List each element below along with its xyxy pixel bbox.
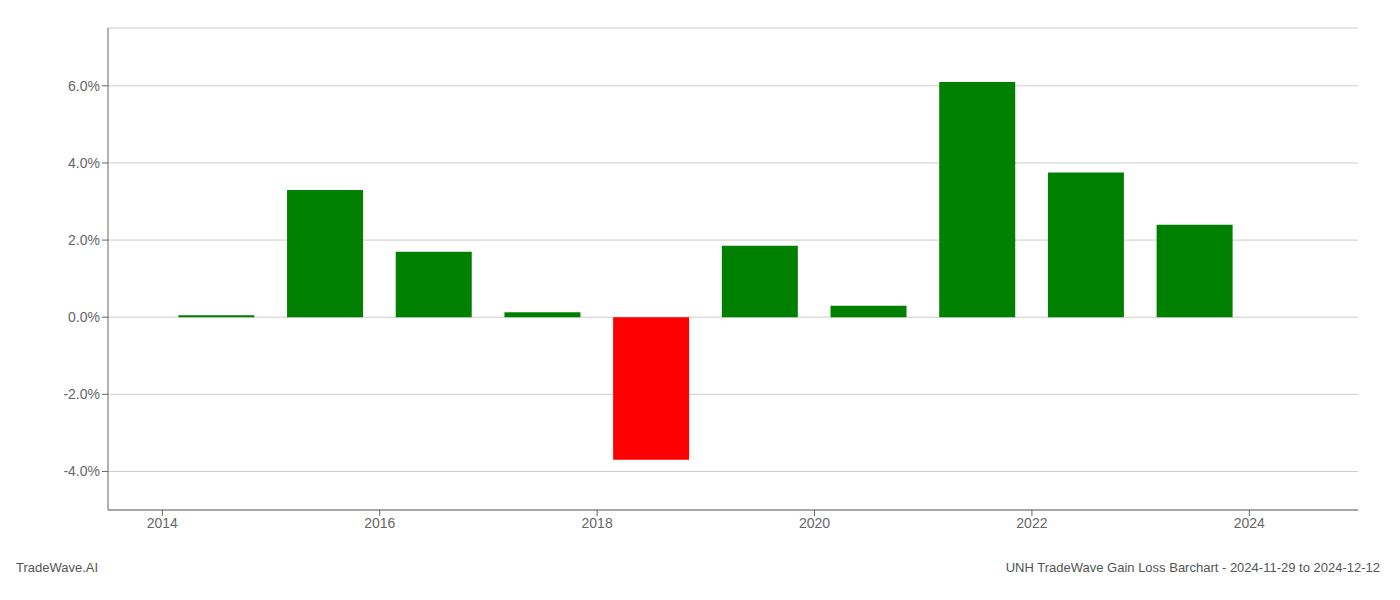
svg-text:-4.0%: -4.0% (63, 463, 100, 479)
svg-text:-2.0%: -2.0% (63, 386, 100, 402)
svg-text:4.0%: 4.0% (68, 155, 100, 171)
svg-text:2022: 2022 (1016, 515, 1047, 531)
html-text:TradeWave.AI: TradeWave.AI (16, 560, 99, 575)
svg-text:0.0%: 0.0% (68, 309, 100, 325)
svg-text:2016: 2016 (364, 515, 395, 531)
svg-text:2018: 2018 (582, 515, 613, 531)
svg-text:2020: 2020 (799, 515, 830, 531)
html-text:UNH TradeWave Gain Loss Barcha: UNH TradeWave Gain Loss Barchart - 2024-… (1005, 560, 1380, 575)
svg-text:2024: 2024 (1234, 515, 1265, 531)
svg-text:2014: 2014 (147, 515, 178, 531)
svg-text:2.0%: 2.0% (68, 232, 100, 248)
svg-text:6.0%: 6.0% (68, 78, 100, 94)
